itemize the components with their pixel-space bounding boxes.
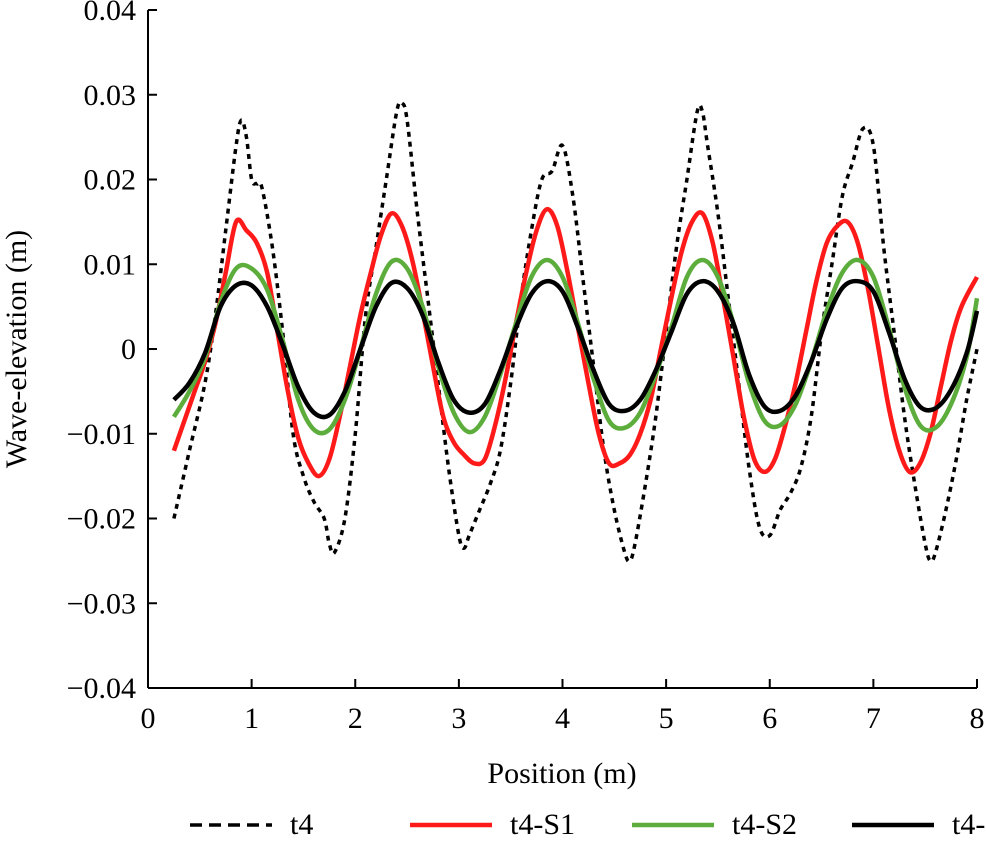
y-tick-label: 0.03 xyxy=(84,79,137,112)
y-tick-label: 0 xyxy=(121,333,136,366)
legend-label-t4-s2: t4-S2 xyxy=(732,808,797,841)
y-ticks: −0.04 −0.03 −0.02 −0.01 0 0.01 0.02 0.03 0.04 xyxy=(67,0,157,705)
x-ticks: 0 1 2 3 4 5 6 7 8 xyxy=(141,679,985,735)
y-tick-label: 0.04 xyxy=(84,0,137,27)
y-tick-label: −0.04 xyxy=(67,672,136,705)
y-axis-title: Wave-elevation (m) xyxy=(0,230,33,468)
legend-label-t4: t4 xyxy=(290,808,313,841)
series-line-t4-s3 xyxy=(172,278,980,420)
x-tick-label: 6 xyxy=(762,702,777,735)
y-tick-label: −0.03 xyxy=(67,587,136,620)
legend: t4 t4-S1 t4-S2 t4-S3 xyxy=(190,808,986,841)
x-tick-label: 5 xyxy=(659,702,674,735)
x-tick-label: 2 xyxy=(348,702,363,735)
series-lines xyxy=(171,100,980,564)
y-tick-label: −0.01 xyxy=(67,418,136,451)
x-tick-label: 1 xyxy=(244,702,259,735)
axes xyxy=(147,10,977,689)
x-tick-label: 7 xyxy=(866,702,881,735)
y-tick-label: −0.02 xyxy=(67,503,136,536)
x-tick-label: 0 xyxy=(141,702,156,735)
x-axis-title: Position (m) xyxy=(487,757,636,790)
series-line-t4-s2 xyxy=(171,257,980,436)
y-tick-label: 0.01 xyxy=(84,248,137,281)
x-tick-label: 3 xyxy=(451,702,466,735)
legend-label-t4-s3: t4-S3 xyxy=(952,808,986,841)
x-tick-label: 8 xyxy=(970,702,985,735)
series-line-t4 xyxy=(172,100,979,564)
x-tick-label: 4 xyxy=(555,702,570,735)
legend-label-t4-s1: t4-S1 xyxy=(510,808,575,841)
y-tick-label: 0.02 xyxy=(84,164,137,197)
